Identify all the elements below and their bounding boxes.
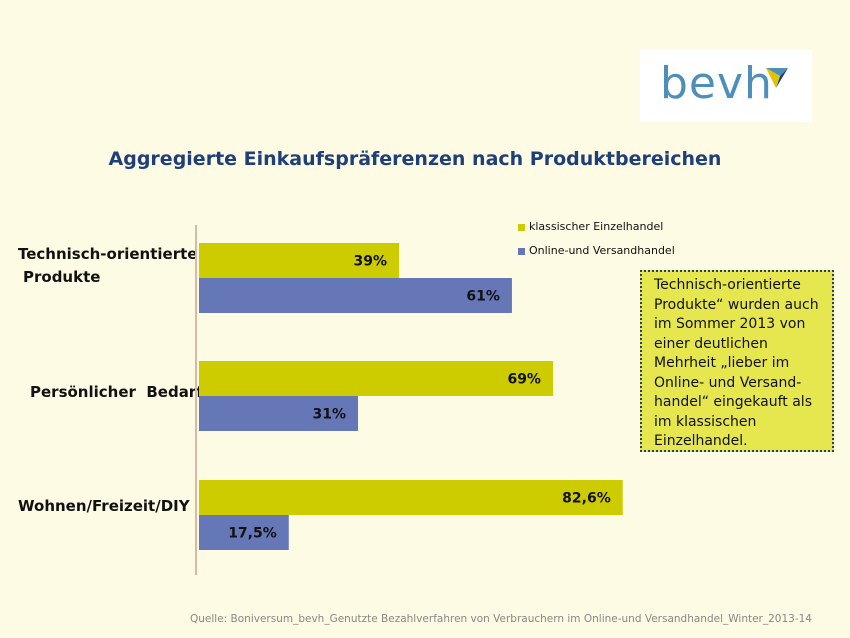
category-label-line: Produkte: [23, 268, 101, 286]
legend-item-klassisch: klassischer Einzelhandel: [518, 220, 663, 233]
legend-label: Online-und Versandhandel: [529, 244, 675, 257]
data-label: 61%: [466, 289, 500, 305]
category-label-wohnen: Wohnen/Freizeit/DIY: [18, 497, 190, 515]
source-note: Quelle: Boniversum_bevh_Genutzte Bezahlv…: [190, 613, 812, 625]
bar-online-0: [199, 278, 512, 313]
data-label: 17,5%: [228, 526, 277, 542]
bar-online-2: [199, 515, 289, 550]
logo-mark-icon: [766, 68, 788, 88]
category-label-technisch: Technisch-orientierte Produkte: [18, 243, 197, 289]
bar-klassisch-1: [199, 361, 553, 396]
legend-swatch: [518, 223, 525, 231]
category-label-persoenlich: Persönlicher Bedarf: [30, 383, 203, 401]
bar-klassisch-0: [199, 243, 400, 278]
logo-text: bevh: [660, 58, 773, 109]
bar-klassisch-2: [199, 480, 623, 515]
data-label: 82,6%: [562, 491, 611, 507]
callout-box: Technisch-orientierte Produkte“ wurden a…: [640, 270, 834, 452]
legend-item-online: Online-und Versandhandel: [518, 244, 675, 257]
data-label: 69%: [507, 372, 541, 388]
data-label: 31%: [313, 407, 347, 423]
bevh-logo: bevh: [640, 50, 812, 122]
bar-online-1: [199, 396, 359, 431]
category-label-line: Technisch-orientierte: [18, 245, 198, 263]
chart-title: Aggregierte Einkaufspräferenzen nach Pro…: [108, 148, 722, 170]
legend-label: klassischer Einzelhandel: [529, 220, 664, 233]
data-label: 39%: [354, 254, 388, 270]
legend-swatch: [518, 247, 525, 255]
